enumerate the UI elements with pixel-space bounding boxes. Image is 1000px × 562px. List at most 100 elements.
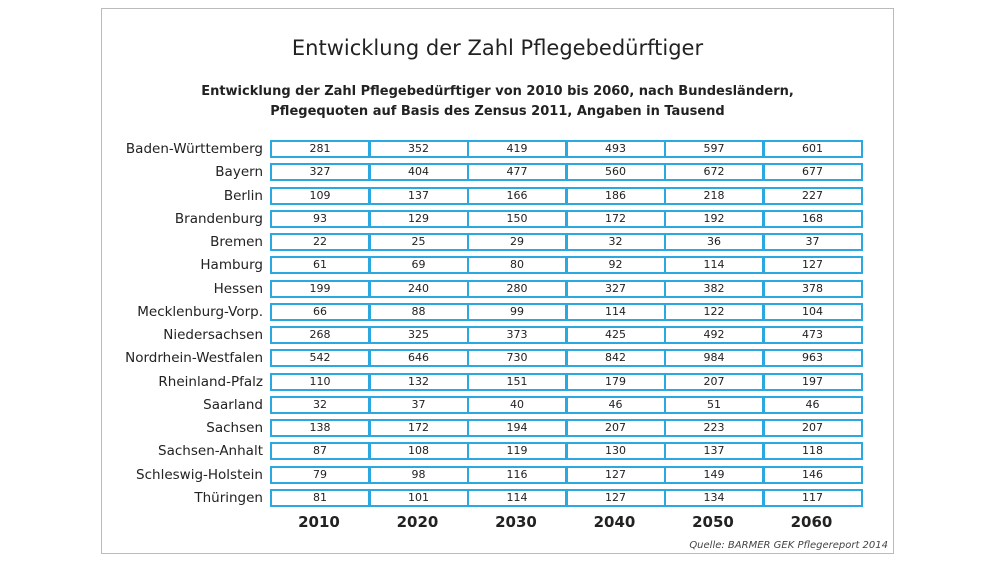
cell: 108 <box>368 442 469 461</box>
cell: 493 <box>565 140 666 158</box>
row-label: Sachsen-Anhalt <box>158 443 263 460</box>
frame <box>101 8 894 554</box>
cell: 114 <box>565 302 666 321</box>
cell: 542 <box>270 349 370 368</box>
cell: 172 <box>565 209 666 228</box>
cell: 419 <box>467 140 567 158</box>
row-label: Mecklenburg-Vorp. <box>137 303 263 320</box>
cell: 179 <box>565 372 666 391</box>
cell: 373 <box>467 326 567 344</box>
cell: 66 <box>270 302 370 321</box>
cell: 46 <box>565 395 666 414</box>
row-label: Nordrhein-Westfalen <box>125 350 263 367</box>
cell: 425 <box>565 326 666 344</box>
cell: 87 <box>270 442 370 461</box>
row-label: Hessen <box>213 280 263 297</box>
cell: 218 <box>664 186 764 205</box>
cell: 382 <box>664 279 764 298</box>
cell: 223 <box>664 419 764 437</box>
cell: 268 <box>270 326 370 344</box>
cell: 117 <box>762 488 863 507</box>
cell: 37 <box>762 233 863 251</box>
cell: 199 <box>270 279 370 298</box>
cell: 477 <box>467 163 567 182</box>
column-header: 2010 <box>298 513 340 531</box>
column-header: 2030 <box>495 513 537 531</box>
cell: 197 <box>762 372 863 391</box>
cell: 116 <box>467 465 567 484</box>
cell: 132 <box>368 372 469 391</box>
cell: 473 <box>762 326 863 344</box>
cell: 842 <box>565 349 666 368</box>
cell: 560 <box>565 163 666 182</box>
cell: 69 <box>368 256 469 275</box>
cell: 146 <box>762 465 863 484</box>
cell: 51 <box>664 395 764 414</box>
row-label: Bremen <box>210 234 263 250</box>
cell: 79 <box>270 465 370 484</box>
column-header: 2040 <box>593 513 636 531</box>
cell: 151 <box>467 372 567 391</box>
cell: 104 <box>762 302 863 321</box>
row-label: Niedersachsen <box>163 327 263 343</box>
row-label: Brandenburg <box>174 210 263 227</box>
cell: 240 <box>368 279 469 298</box>
cell: 36 <box>664 233 764 251</box>
cell: 109 <box>270 186 370 205</box>
cell: 93 <box>270 209 370 228</box>
row-label: Rheinland-Pfalz <box>158 373 263 390</box>
cell: 186 <box>565 186 666 205</box>
cell: 88 <box>368 302 469 321</box>
cell: 327 <box>270 163 370 182</box>
subtitle: Pflegequoten auf Basis des Zensus 2011, … <box>270 104 725 119</box>
cell: 81 <box>270 488 370 507</box>
cell: 672 <box>664 163 764 182</box>
cell: 32 <box>565 233 666 251</box>
cell: 130 <box>565 442 666 461</box>
row-label: Baden-Württemberg <box>125 141 263 157</box>
cell: 137 <box>368 186 469 205</box>
cell: 25 <box>368 233 469 251</box>
cell: 280 <box>467 279 567 298</box>
cell: 404 <box>368 163 469 182</box>
subtitle: Entwicklung der Zahl Pflegebedürftiger v… <box>201 84 794 99</box>
row-label: Hamburg <box>200 257 263 274</box>
cell: 601 <box>762 140 863 158</box>
cell: 127 <box>762 256 863 275</box>
cell: 137 <box>664 442 764 461</box>
cell: 99 <box>467 302 567 321</box>
cell: 98 <box>368 465 469 484</box>
cell: 80 <box>467 256 567 275</box>
cell: 207 <box>565 419 666 437</box>
cell: 29 <box>467 233 567 251</box>
column-header: 2060 <box>790 513 833 531</box>
cell: 963 <box>762 349 863 368</box>
cell: 101 <box>368 488 469 507</box>
cell: 122 <box>664 302 764 321</box>
cell: 138 <box>270 419 370 437</box>
cell: 46 <box>762 395 863 414</box>
column-header: 2050 <box>692 513 734 531</box>
cell: 325 <box>368 326 469 344</box>
cell: 281 <box>270 140 370 158</box>
cell: 984 <box>664 349 764 368</box>
cell: 677 <box>762 163 863 182</box>
cell: 150 <box>467 209 567 228</box>
cell: 327 <box>565 279 666 298</box>
cell: 207 <box>664 372 764 391</box>
cell: 119 <box>467 442 567 461</box>
cell: 37 <box>368 395 469 414</box>
cell: 172 <box>368 419 469 437</box>
row-label: Thüringen <box>194 489 263 506</box>
column-header: 2020 <box>396 513 439 531</box>
cell: 194 <box>467 419 567 437</box>
cell: 207 <box>762 419 863 437</box>
cell: 114 <box>467 488 567 507</box>
title: Entwicklung der Zahl Pflegebedürftiger <box>291 36 704 60</box>
cell: 40 <box>467 395 567 414</box>
cell: 134 <box>664 488 764 507</box>
cell: 32 <box>270 395 370 414</box>
cell: 149 <box>664 465 764 484</box>
cell: 227 <box>762 186 863 205</box>
